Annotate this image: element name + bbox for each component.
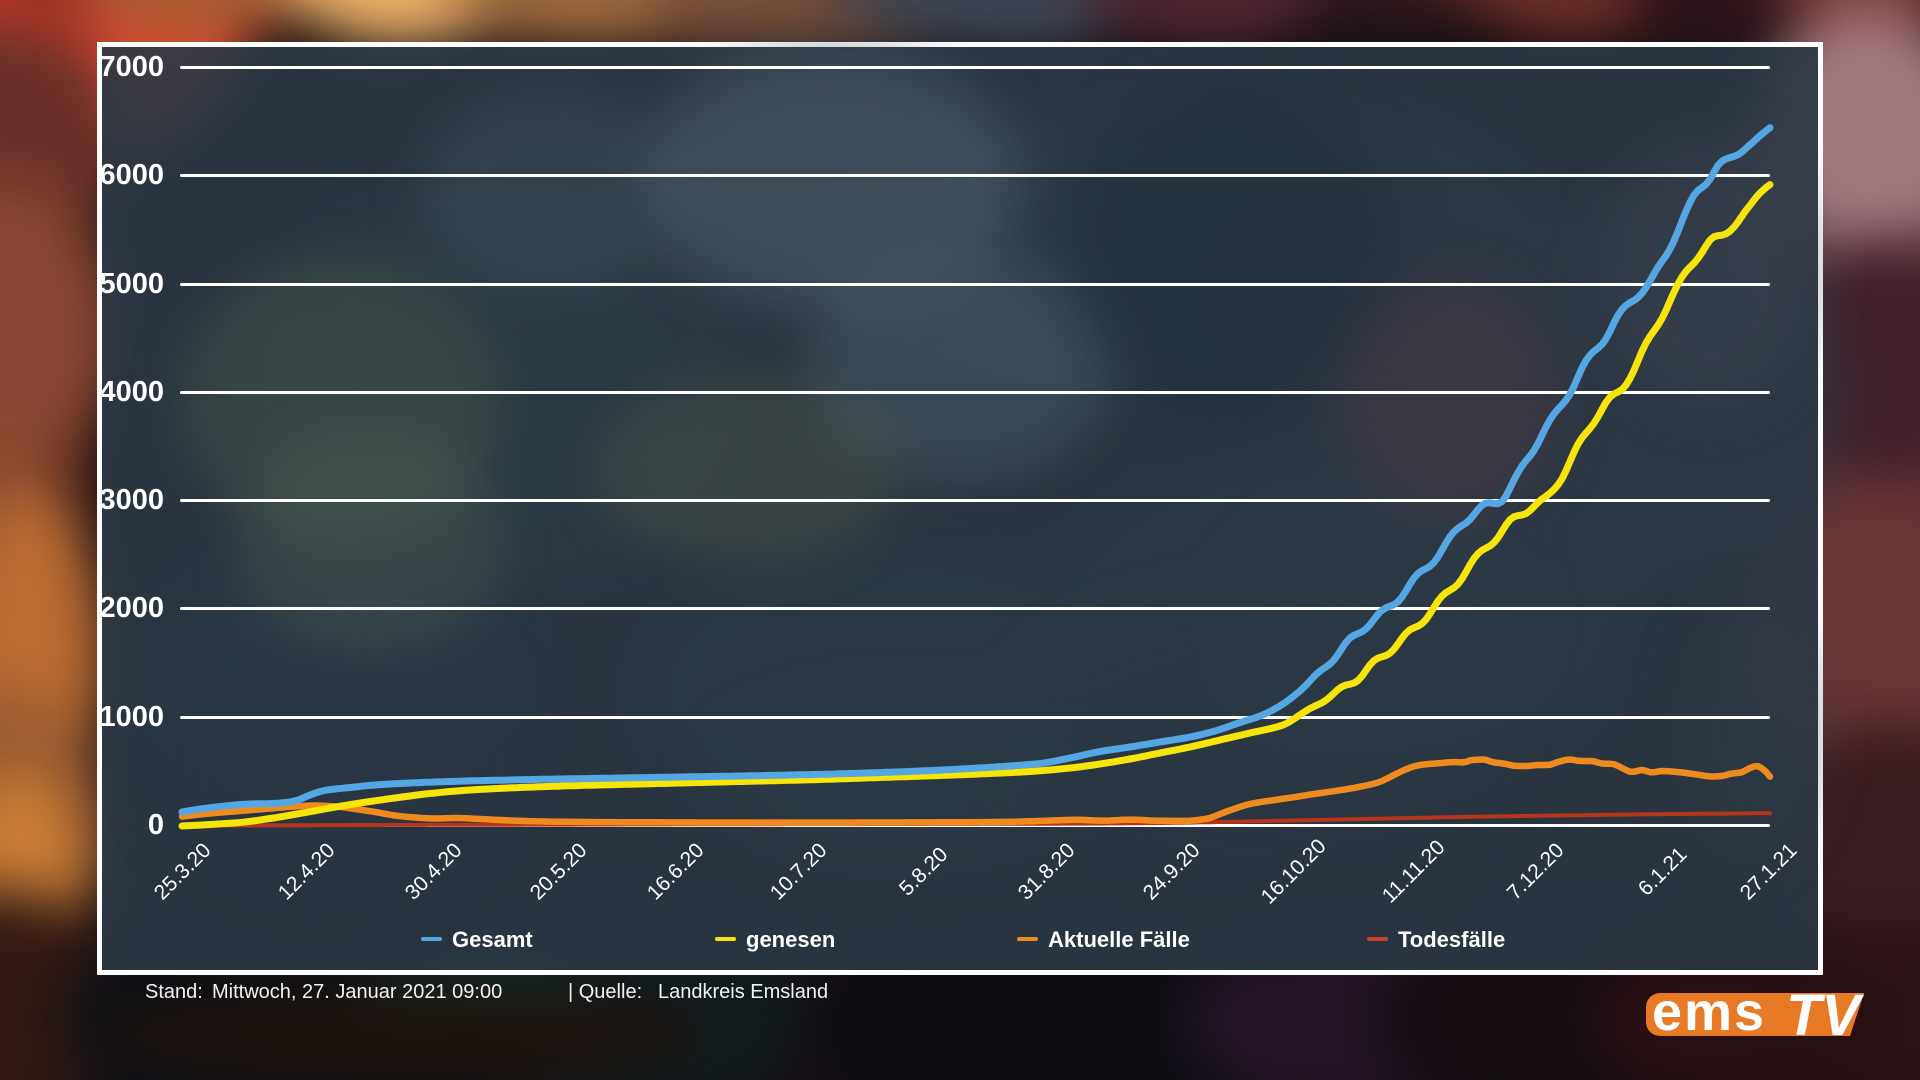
svg-text:TV: TV xyxy=(1786,983,1864,1048)
svg-text:ems: ems xyxy=(1652,982,1766,1042)
